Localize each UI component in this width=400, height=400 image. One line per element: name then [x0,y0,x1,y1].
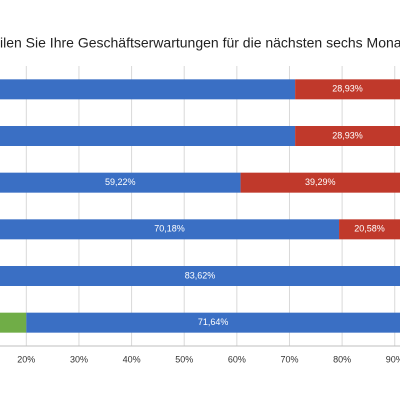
bar-segment [295,126,400,146]
value-label: 70,18% [154,224,185,234]
bar-segment [0,126,296,146]
x-tick-label: 30% [70,354,88,364]
value-label: 83,62% [185,270,216,280]
bar-segment [0,266,400,286]
value-label: 28,93% [332,84,363,94]
value-label: 71,64% [198,317,229,327]
value-label: 20,58% [354,224,385,234]
x-tick-label: 20% [17,354,35,364]
x-tick-label: 40% [123,354,141,364]
bar-segment [339,219,400,240]
bar-segment [0,172,241,193]
value-label: 59,22% [105,177,136,187]
x-tick-label: 70% [280,354,298,364]
x-tick-label: 60% [228,354,246,364]
x-tick-label: 50% [175,354,193,364]
bar-segment [295,79,400,100]
value-label: 28,93% [332,130,363,140]
bar-segment [240,172,400,193]
value-label: 39,29% [305,177,336,187]
bar-segment [26,312,400,333]
bar-segment [0,219,340,240]
chart-title: ilen Sie Ihre Geschäftserwartungen für d… [0,35,400,51]
bar-segment [0,312,27,333]
x-tick-label: 90% [386,354,400,364]
x-tick-label: 80% [333,354,351,364]
bar-segment [0,79,296,100]
